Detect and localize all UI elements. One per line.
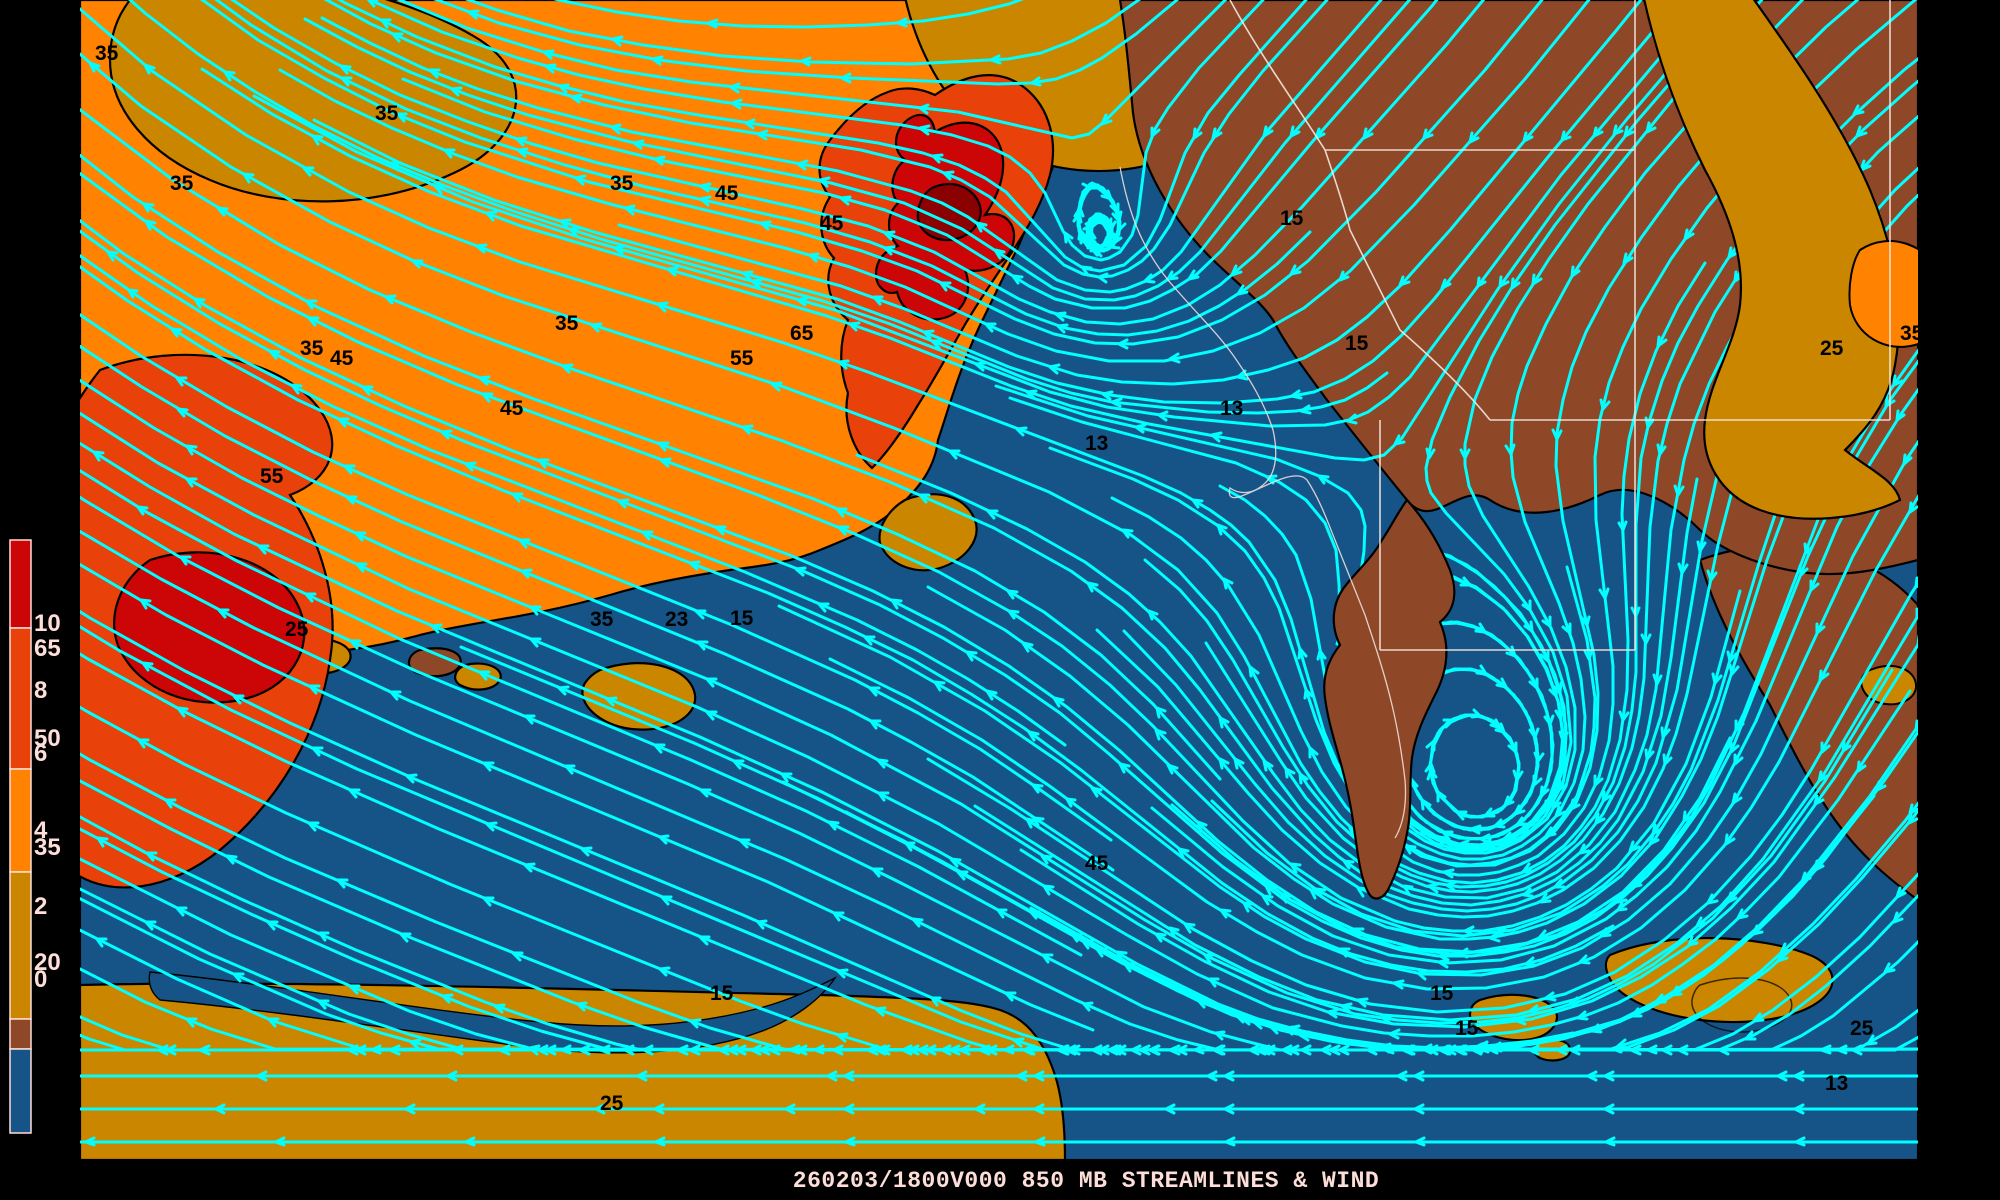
svg-text:25: 25 <box>1820 337 1844 360</box>
svg-text:15: 15 <box>1280 207 1304 230</box>
svg-text:13: 13 <box>1825 1072 1848 1095</box>
svg-text:35: 35 <box>610 172 634 195</box>
svg-text:35: 35 <box>300 337 324 360</box>
svg-text:35: 35 <box>34 834 61 861</box>
svg-text:10: 10 <box>34 610 61 637</box>
svg-text:23: 23 <box>665 608 688 631</box>
svg-text:15: 15 <box>1345 332 1369 355</box>
svg-text:0: 0 <box>34 966 47 993</box>
svg-text:55: 55 <box>730 347 754 370</box>
svg-text:55: 55 <box>260 465 284 488</box>
svg-text:35: 35 <box>95 42 119 65</box>
svg-text:35: 35 <box>590 608 614 631</box>
svg-text:45: 45 <box>1085 852 1109 875</box>
svg-text:65: 65 <box>790 322 814 345</box>
svg-text:35: 35 <box>375 102 399 125</box>
svg-text:45: 45 <box>820 212 844 235</box>
svg-text:65: 65 <box>34 635 61 662</box>
svg-text:2: 2 <box>34 893 47 920</box>
svg-text:25: 25 <box>600 1092 624 1115</box>
svg-text:15: 15 <box>1430 982 1454 1005</box>
svg-text:8: 8 <box>34 677 47 704</box>
svg-text:45: 45 <box>715 182 739 205</box>
svg-text:25: 25 <box>1850 1017 1874 1040</box>
svg-text:13: 13 <box>1085 432 1108 455</box>
svg-text:45: 45 <box>500 397 524 420</box>
svg-text:45: 45 <box>330 347 354 370</box>
svg-text:15: 15 <box>1455 1017 1479 1040</box>
svg-text:35: 35 <box>555 312 579 335</box>
svg-text:13: 13 <box>1220 397 1243 420</box>
svg-text:25: 25 <box>285 618 309 641</box>
svg-text:6: 6 <box>34 740 47 767</box>
svg-text:260203/1800V000 850 MB STREAML: 260203/1800V000 850 MB STREAMLINES & WIN… <box>793 1168 1379 1194</box>
svg-text:15: 15 <box>710 982 734 1005</box>
svg-text:15: 15 <box>730 607 754 630</box>
svg-text:35: 35 <box>170 172 194 195</box>
